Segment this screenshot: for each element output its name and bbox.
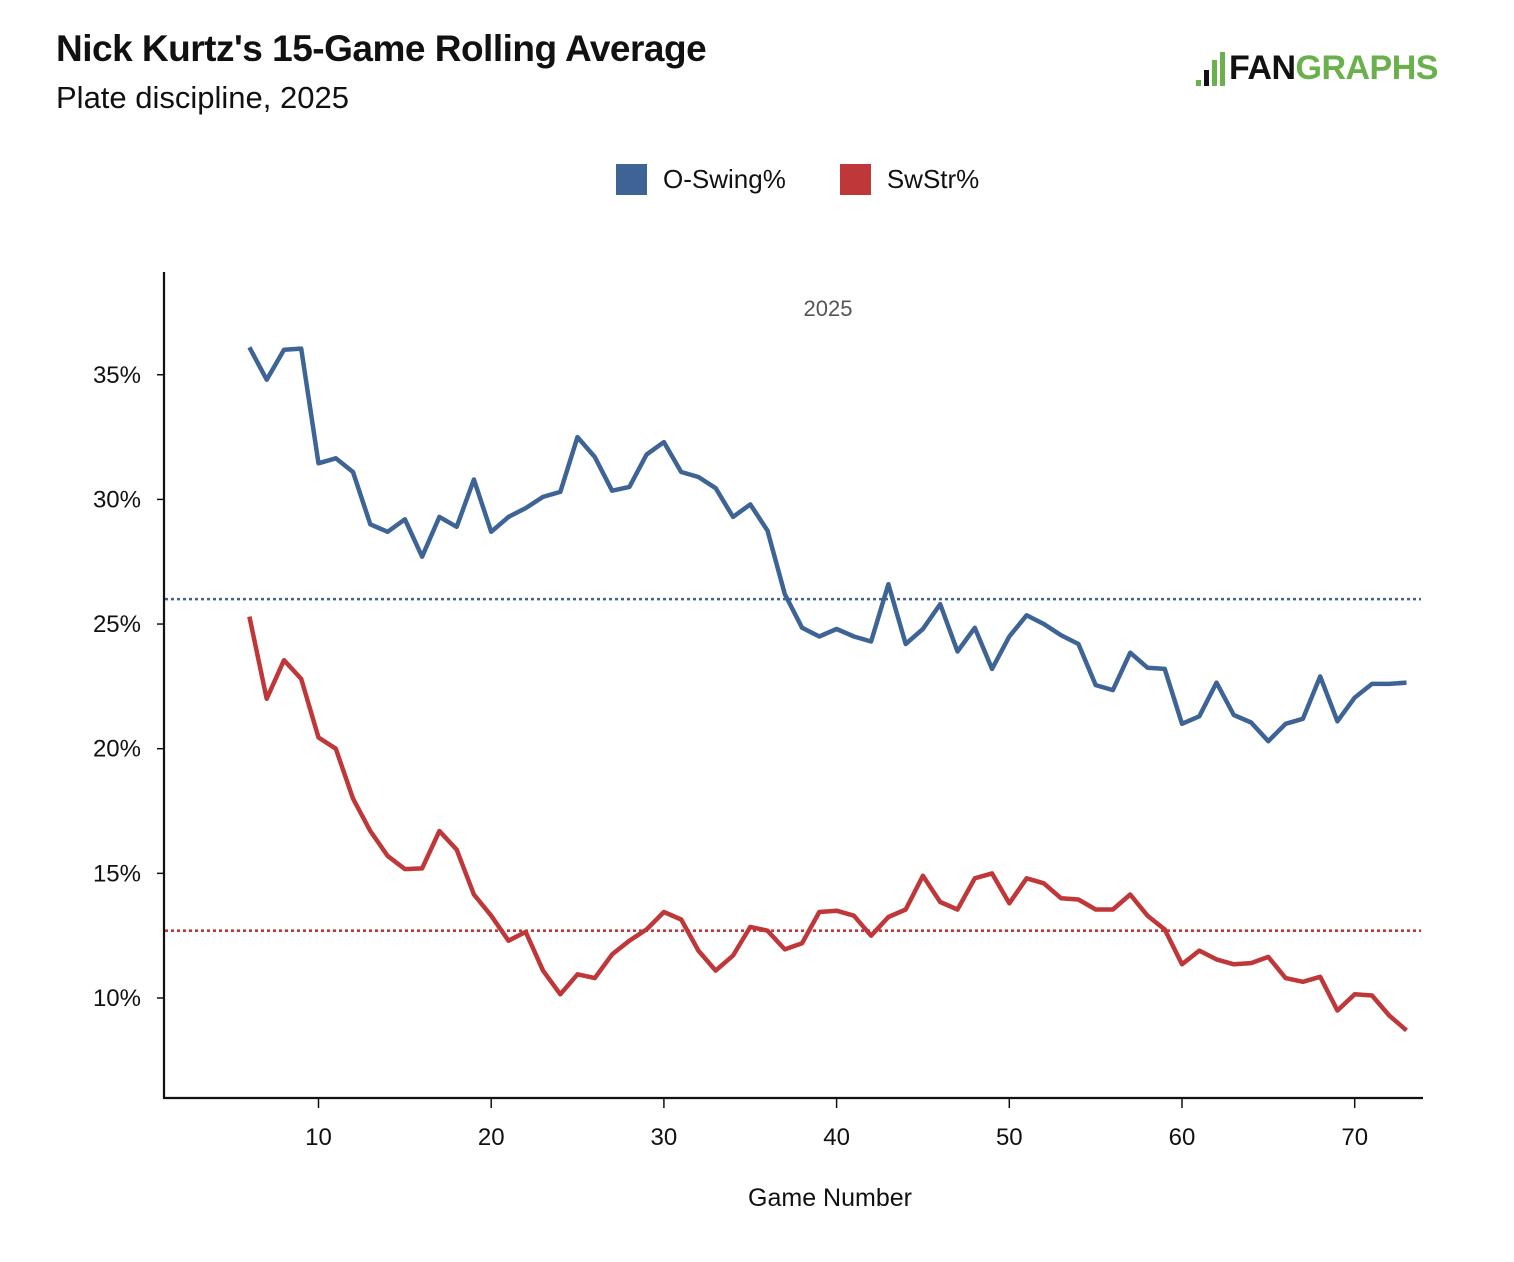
season-annotation: 2025 <box>804 296 853 321</box>
legend-label-o-swing: O-Swing% <box>663 164 786 194</box>
season-average-lines <box>165 597 1421 932</box>
legend-item-o-swing[interactable]: O-Swing% <box>616 164 786 195</box>
chart-title: Nick Kurtz's 15-Game Rolling Average <box>56 28 707 69</box>
chart-subtitle: Plate discipline, 2025 <box>56 80 349 115</box>
y-tick-label: 30% <box>93 486 141 513</box>
legend-swatch-swstr <box>839 164 871 195</box>
legend: O-Swing% SwStr% <box>616 164 1033 195</box>
series-lines <box>247 346 1408 1033</box>
logo-text-graphs: GRAPHS <box>1295 49 1439 87</box>
x-tick-label: 60 <box>1169 1124 1196 1151</box>
y-tick-label: 10% <box>93 985 141 1012</box>
legend-item-swstr[interactable]: SwStr% <box>839 164 980 195</box>
x-tick-label: 30 <box>651 1124 678 1151</box>
x-tick-label: 50 <box>996 1124 1023 1151</box>
y-tick-label: 35% <box>93 362 141 389</box>
x-axis-ticks: 10 20 30 40 50 60 70 <box>305 1098 1368 1151</box>
x-tick-label: 40 <box>823 1124 850 1151</box>
y-tick-label: 25% <box>93 611 141 638</box>
series-line-swstr[interactable] <box>247 616 1408 1033</box>
series-line-o-swing[interactable] <box>247 346 1407 744</box>
legend-label-swstr: SwStr% <box>886 164 980 194</box>
legend-swatch-o-swing <box>616 164 647 195</box>
y-tick-label: 20% <box>93 736 141 763</box>
x-axis-title: Game Number <box>748 1184 912 1212</box>
x-tick-label: 20 <box>478 1124 505 1151</box>
y-axis-ticks: 10% 15% 20% 25% 30% 35% <box>93 362 164 1012</box>
x-tick-label: 70 <box>1341 1124 1368 1151</box>
x-tick-label: 10 <box>305 1124 332 1151</box>
y-tick-label: 15% <box>93 860 141 887</box>
logo-bars-icon <box>1196 52 1225 86</box>
fangraphs-logo: FANGRAPHS <box>1196 44 1438 86</box>
logo-text-fan: FAN <box>1229 49 1296 87</box>
